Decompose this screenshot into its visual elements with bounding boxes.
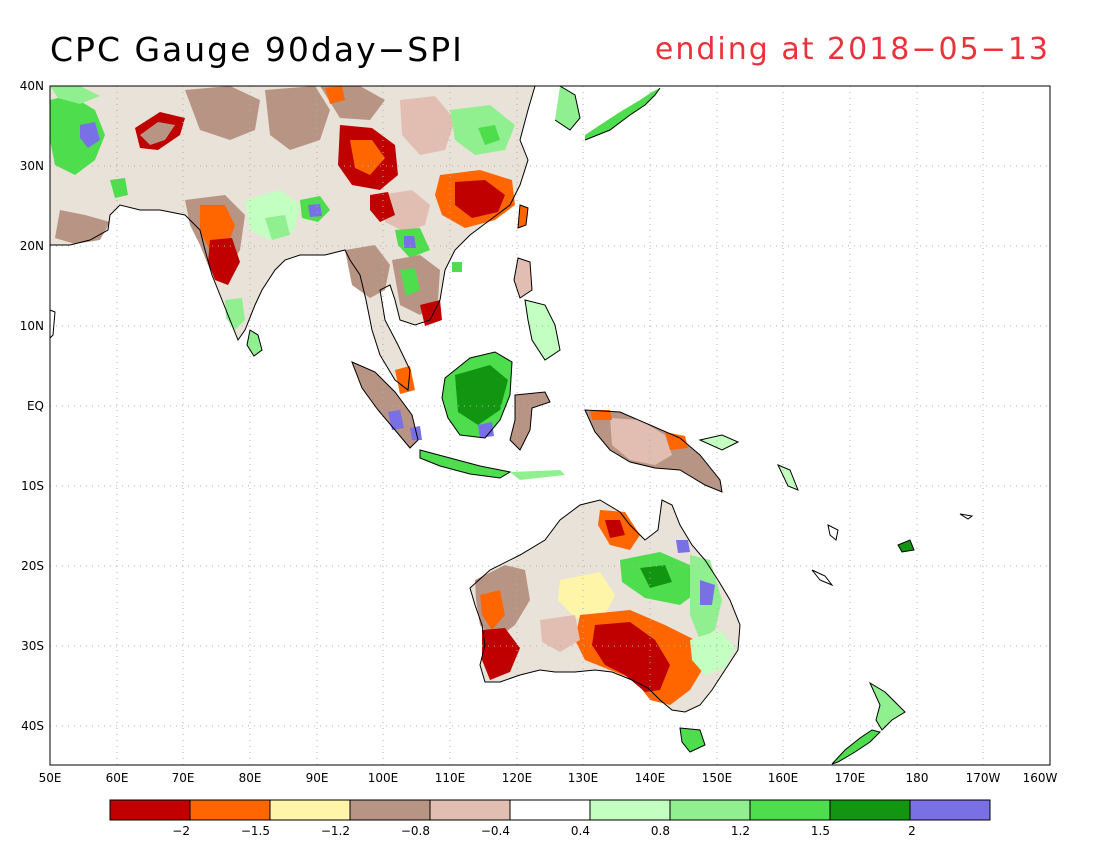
coastlines <box>49 85 974 765</box>
arabia-landmass <box>50 245 75 295</box>
colorbar-label: 0.8 <box>651 824 670 838</box>
lat-label: 10N <box>20 319 44 333</box>
lon-label: 180 <box>906 771 929 785</box>
colorbar-swatch <box>109 799 191 821</box>
lon-label: 160E <box>768 771 799 785</box>
colorbar-label: −0.8 <box>401 824 430 838</box>
colorbar-label: 1.2 <box>731 824 750 838</box>
lon-label: 60E <box>106 771 129 785</box>
japan <box>555 86 580 130</box>
latitude-labels: 40N 30N 20N 10N EQ 10S 20S 30S 40S <box>20 79 44 733</box>
java <box>420 450 510 478</box>
madagascar-edge <box>50 520 53 530</box>
lon-label: 170W <box>966 771 1001 785</box>
japan-main <box>585 88 660 140</box>
tasmania <box>680 728 705 752</box>
colorbar-label: −1.5 <box>241 824 270 838</box>
colorbar-label: 2 <box>908 824 916 838</box>
new-zealand-north <box>870 683 905 730</box>
colorbar-swatch <box>909 799 991 821</box>
colorbar-label: −1.2 <box>321 824 350 838</box>
new-caledonia <box>812 570 832 585</box>
colorbar-swatch <box>349 799 431 821</box>
lon-label: 100E <box>368 771 399 785</box>
colorbar-swatch <box>749 799 831 821</box>
map-frame <box>49 85 1051 766</box>
lon-label: 160W <box>1023 771 1058 785</box>
colorbar-swatch <box>829 799 911 821</box>
longitude-labels: 50E 60E 70E 80E 90E 100E 110E 120E 130E … <box>39 771 1058 785</box>
colorbar-swatch <box>669 799 751 821</box>
colorbar-swatch <box>429 799 511 821</box>
lon-label: 170E <box>835 771 866 785</box>
colorbar-swatch <box>269 799 351 821</box>
lon-label: 90E <box>306 771 329 785</box>
taiwan <box>518 205 528 228</box>
lesser-sunda <box>510 470 565 480</box>
colorbar-labels: −2 −1.5 −1.2 −0.8 −0.4 0.4 0.8 1.2 1.5 2 <box>172 824 916 838</box>
lat-label: 30S <box>21 639 44 653</box>
lat-label: 40S <box>21 719 44 733</box>
lon-label: 80E <box>239 771 262 785</box>
philippines-luzon <box>514 258 532 298</box>
lon-label: 110E <box>435 771 466 785</box>
lat-label: 20N <box>20 239 44 253</box>
colorbar-swatch <box>189 799 271 821</box>
asia-landmass <box>50 86 535 390</box>
lon-label: 150E <box>702 771 733 785</box>
hainan <box>452 262 462 272</box>
lon-label: 130E <box>568 771 599 785</box>
lat-label: 30N <box>20 159 44 173</box>
solomon-islands <box>778 465 798 490</box>
colorbar-swatch <box>509 799 591 821</box>
colorbar-label: 0.4 <box>571 824 590 838</box>
lon-label: 50E <box>39 771 62 785</box>
colorbar-label: −0.4 <box>481 824 510 838</box>
lon-label: 120E <box>502 771 533 785</box>
colorbar: −2 −1.5 −1.2 −0.8 −0.4 0.4 0.8 1.2 1.5 2 <box>109 799 991 838</box>
lat-label: 40N <box>20 79 44 93</box>
lat-label: 10S <box>21 479 44 493</box>
lat-label: 20S <box>21 559 44 573</box>
map-date: ending at 2018−05−13 <box>654 32 1050 67</box>
colorbar-label: 1.5 <box>811 824 830 838</box>
lon-label: 70E <box>172 771 195 785</box>
fiji <box>898 540 914 552</box>
colorbar-swatches <box>109 799 991 821</box>
lat-label: EQ <box>27 399 44 413</box>
colorbar-swatch <box>589 799 671 821</box>
colorbar-label: −2 <box>172 824 190 838</box>
philippines-south <box>525 300 560 360</box>
sulawesi <box>510 392 550 450</box>
map-title: CPC Gauge 90day−SPI <box>50 30 464 69</box>
lon-label: 140E <box>635 771 666 785</box>
new-zealand-south <box>832 730 880 764</box>
spi-anomaly-patches <box>50 86 735 705</box>
